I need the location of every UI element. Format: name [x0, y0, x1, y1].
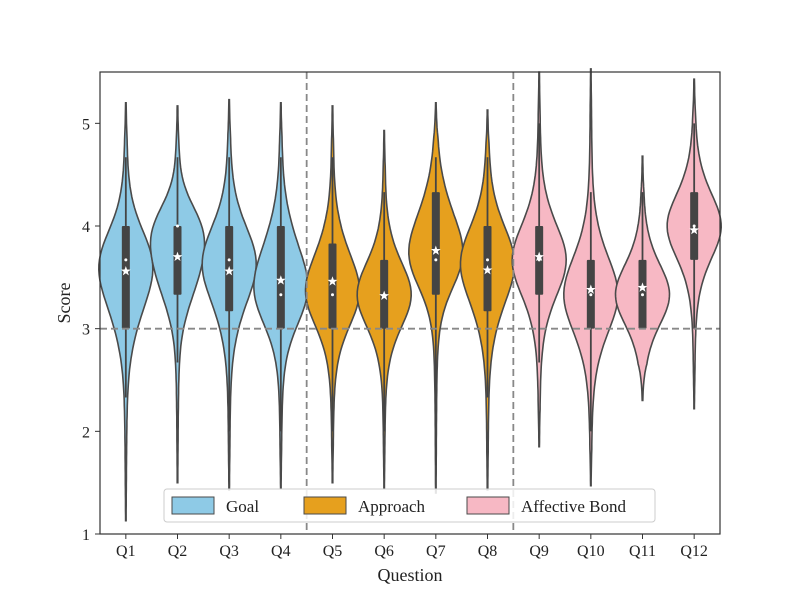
x-tick-label-q3: Q3 — [219, 543, 239, 560]
violin-q1 — [97, 102, 154, 522]
plot-frame — [99, 71, 721, 535]
x-axis-label: Question — [378, 565, 443, 585]
iqr-box-q5 — [328, 243, 337, 329]
y-tick-label-2: 2 — [82, 424, 90, 441]
mean-star-q12 — [689, 224, 700, 235]
mean-star-q3 — [224, 265, 235, 276]
legend-label-goal: Goal — [226, 497, 259, 516]
axis-ticks-layer: Q1 Q2 Q3 Q4 Q5 Q6 Q7 Q8 Q9 Q10 Q11 Q12 1 2 3 4 5 — [82, 116, 708, 560]
legend-entry-affective-bond: Affective Bond — [466, 496, 626, 516]
legend-entry-goal: Goal — [171, 496, 259, 516]
mean-star-q5 — [327, 276, 338, 286]
median-dot-q10 — [589, 293, 593, 297]
mean-star-q6 — [379, 290, 390, 301]
median-dot-q3 — [227, 258, 231, 262]
x-tick-label-q12: Q12 — [680, 543, 708, 560]
median-dot-q5 — [331, 293, 334, 297]
median-dot-q7 — [434, 258, 438, 262]
y-tick-label-4: 4 — [82, 219, 90, 236]
y-tick-label-3: 3 — [82, 322, 90, 339]
x-tick-label-q10: Q10 — [577, 543, 605, 560]
x-tick-label-q11: Q11 — [629, 543, 656, 560]
x-tick-label-q1: Q1 — [116, 543, 136, 560]
x-tick-label-q2: Q2 — [168, 543, 188, 560]
violin-q6 — [356, 129, 413, 489]
x-tick-label-q5: Q5 — [323, 543, 343, 560]
x-tick-label-q8: Q8 — [478, 543, 498, 560]
violin-q11 — [614, 155, 671, 402]
median-dot-q11 — [641, 293, 644, 297]
mean-star-q9 — [534, 251, 545, 262]
legend-swatch-approach — [303, 496, 347, 515]
x-tick-label-q6: Q6 — [374, 543, 394, 560]
legend: Goal Approach Affective Bond — [163, 488, 656, 523]
legend-label-approach: Approach — [358, 497, 426, 516]
x-tick-label-q9: Q9 — [529, 543, 549, 560]
median-dot-q4 — [279, 293, 283, 297]
mean-star-q10 — [585, 284, 596, 294]
x-tick-label-q7: Q7 — [426, 543, 446, 560]
legend-swatch-affective-bond — [466, 496, 510, 515]
y-tick-label-1: 1 — [82, 527, 90, 544]
legend-label-affective-bond: Affective Bond — [521, 497, 626, 516]
violin-q12 — [666, 78, 723, 410]
legend-entry-approach: Approach — [303, 496, 426, 516]
violin-q7 — [407, 102, 464, 494]
y-axis-label: Score — [54, 282, 74, 323]
legend-swatch-goal — [171, 496, 215, 515]
legend-frame — [163, 488, 656, 523]
mean-star-q8 — [482, 264, 493, 275]
mean-star-q7 — [430, 245, 441, 255]
violin-q5 — [304, 105, 361, 484]
violins-layer — [97, 68, 723, 522]
median-dot-q2 — [176, 224, 179, 228]
iqr-box-q7 — [431, 192, 440, 295]
mean-star-q11 — [637, 282, 648, 292]
violin-q3 — [201, 98, 258, 491]
median-dot-q1 — [124, 258, 128, 262]
median-dot-q8 — [486, 258, 489, 262]
iqr-box-q1 — [121, 226, 130, 329]
violin-q4 — [252, 102, 309, 489]
x-tick-label-q4: Q4 — [271, 543, 291, 560]
iqr-box-q2 — [173, 226, 182, 295]
mean-star-q1 — [120, 265, 131, 276]
reference-lines-layer — [100, 72, 720, 534]
violin-q8 — [459, 109, 516, 491]
mean-star-q4 — [275, 275, 286, 285]
mean-star-q2 — [172, 251, 183, 262]
violin-q10 — [562, 68, 619, 487]
y-tick-label-5: 5 — [82, 116, 90, 133]
